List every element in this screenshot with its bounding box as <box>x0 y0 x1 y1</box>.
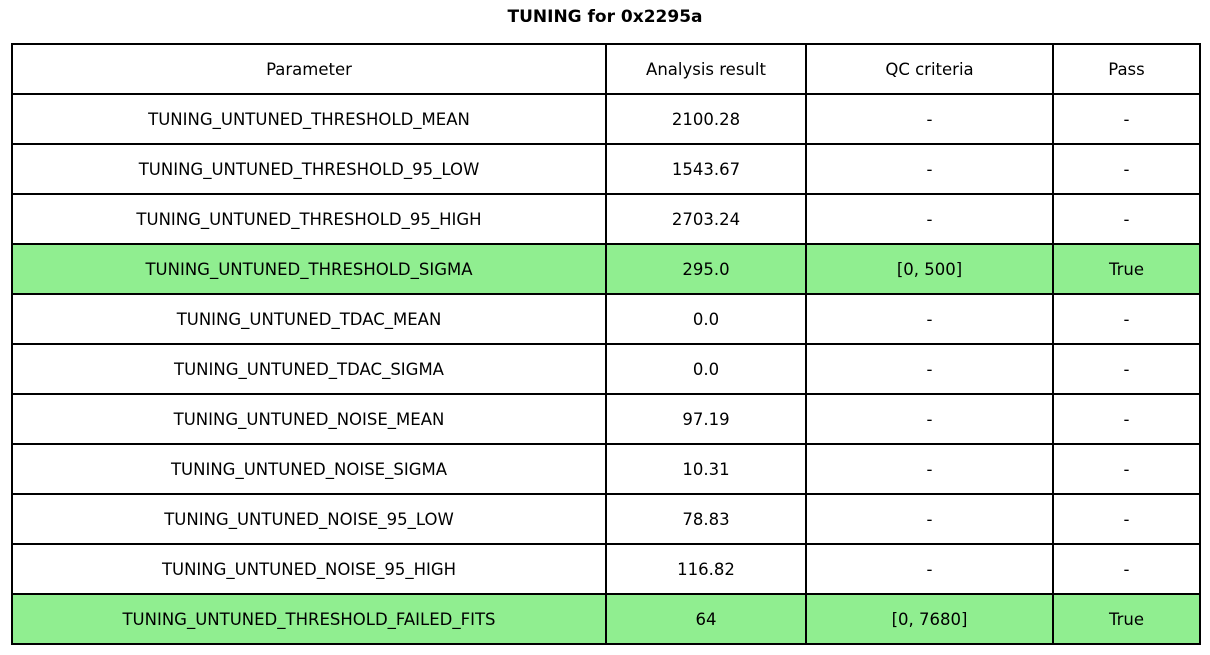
table-row: TUNING_UNTUNED_THRESHOLD_FAILED_FITS 64 … <box>11 593 1201 645</box>
pass-cell: True <box>1052 243 1201 295</box>
qc-criteria-cell: [0, 7680] <box>805 593 1054 645</box>
table-row: TUNING_UNTUNED_NOISE_MEAN 97.19 - - <box>11 393 1201 445</box>
qc-criteria-cell: - <box>805 93 1054 145</box>
qc-criteria-cell: [0, 500] <box>805 243 1054 295</box>
qc-criteria-cell: - <box>805 443 1054 495</box>
analysis-result-cell: 295.0 <box>605 243 807 295</box>
table-row: TUNING_UNTUNED_NOISE_SIGMA 10.31 - - <box>11 443 1201 495</box>
analysis-result-cell: 64 <box>605 593 807 645</box>
pass-cell: - <box>1052 143 1201 195</box>
table-row: TUNING_UNTUNED_NOISE_95_HIGH 116.82 - - <box>11 543 1201 595</box>
analysis-result-cell: 2703.24 <box>605 193 807 245</box>
parameter-cell: TUNING_UNTUNED_THRESHOLD_95_LOW <box>11 143 607 195</box>
page-title: TUNING for 0x2295a <box>507 7 703 27</box>
table-row: TUNING_UNTUNED_THRESHOLD_95_LOW 1543.67 … <box>11 143 1201 195</box>
qc-criteria-cell: - <box>805 343 1054 395</box>
column-header-qc-criteria: QC criteria <box>805 43 1054 95</box>
analysis-result-cell: 97.19 <box>605 393 807 445</box>
qc-criteria-cell: - <box>805 193 1054 245</box>
parameter-cell: TUNING_UNTUNED_NOISE_95_LOW <box>11 493 607 545</box>
column-header-analysis-result: Analysis result <box>605 43 807 95</box>
analysis-result-cell: 2100.28 <box>605 93 807 145</box>
analysis-result-cell: 78.83 <box>605 493 807 545</box>
qc-criteria-cell: - <box>805 493 1054 545</box>
table-row: TUNING_UNTUNED_THRESHOLD_MEAN 2100.28 - … <box>11 93 1201 145</box>
analysis-result-cell: 10.31 <box>605 443 807 495</box>
column-header-pass: Pass <box>1052 43 1201 95</box>
table-row: TUNING_UNTUNED_TDAC_MEAN 0.0 - - <box>11 293 1201 345</box>
parameter-cell: TUNING_UNTUNED_THRESHOLD_95_HIGH <box>11 193 607 245</box>
pass-cell: - <box>1052 193 1201 245</box>
parameter-cell: TUNING_UNTUNED_THRESHOLD_MEAN <box>11 93 607 145</box>
parameter-cell: TUNING_UNTUNED_NOISE_MEAN <box>11 393 607 445</box>
pass-cell: - <box>1052 343 1201 395</box>
table-row: TUNING_UNTUNED_TDAC_SIGMA 0.0 - - <box>11 343 1201 395</box>
pass-cell: - <box>1052 493 1201 545</box>
parameter-cell: TUNING_UNTUNED_NOISE_95_HIGH <box>11 543 607 595</box>
qc-criteria-cell: - <box>805 393 1054 445</box>
table-header-row: Parameter Analysis result QC criteria Pa… <box>11 43 1201 95</box>
pass-cell: - <box>1052 543 1201 595</box>
pass-cell: - <box>1052 293 1201 345</box>
analysis-result-cell: 0.0 <box>605 293 807 345</box>
pass-cell: - <box>1052 93 1201 145</box>
table-row: TUNING_UNTUNED_THRESHOLD_95_HIGH 2703.24… <box>11 193 1201 245</box>
qc-criteria-cell: - <box>805 293 1054 345</box>
table-row: TUNING_UNTUNED_THRESHOLD_SIGMA 295.0 [0,… <box>11 243 1201 295</box>
parameter-cell: TUNING_UNTUNED_THRESHOLD_SIGMA <box>11 243 607 295</box>
parameter-cell: TUNING_UNTUNED_TDAC_SIGMA <box>11 343 607 395</box>
qc-results-table: Parameter Analysis result QC criteria Pa… <box>11 43 1201 645</box>
analysis-result-cell: 116.82 <box>605 543 807 595</box>
pass-cell: - <box>1052 393 1201 445</box>
parameter-cell: TUNING_UNTUNED_TDAC_MEAN <box>11 293 607 345</box>
analysis-result-cell: 1543.67 <box>605 143 807 195</box>
table-row: TUNING_UNTUNED_NOISE_95_LOW 78.83 - - <box>11 493 1201 545</box>
column-header-parameter: Parameter <box>11 43 607 95</box>
parameter-cell: TUNING_UNTUNED_NOISE_SIGMA <box>11 443 607 495</box>
pass-cell: True <box>1052 593 1201 645</box>
qc-criteria-cell: - <box>805 143 1054 195</box>
analysis-result-cell: 0.0 <box>605 343 807 395</box>
parameter-cell: TUNING_UNTUNED_THRESHOLD_FAILED_FITS <box>11 593 607 645</box>
pass-cell: - <box>1052 443 1201 495</box>
qc-criteria-cell: - <box>805 543 1054 595</box>
